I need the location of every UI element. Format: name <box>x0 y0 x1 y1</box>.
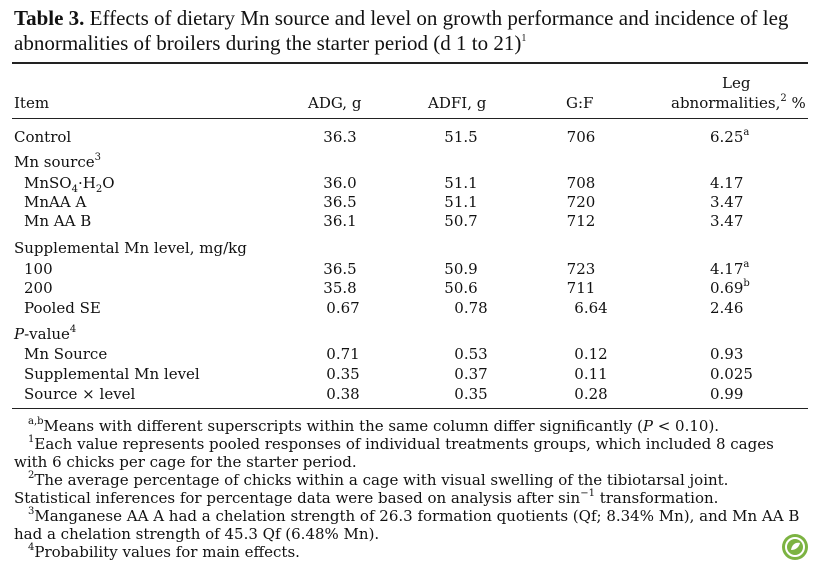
cell-adfi: 0.37 <box>454 365 488 383</box>
cell-adfi: 50.9 <box>444 260 478 278</box>
col-header-adfi: ADFI, g <box>428 94 487 112</box>
cell-adg: 0.38 <box>326 385 360 403</box>
cell-leg: 0.99 <box>710 385 744 403</box>
row-label: Mn AA B <box>24 212 92 230</box>
row-label: MnSO4·H2O <box>24 174 115 195</box>
cell-adg: 36.5 <box>323 260 357 278</box>
col-header-gf: G:F <box>566 94 594 112</box>
footnote-ab: a,bMeans with different superscripts wit… <box>28 416 720 436</box>
cell-adg: 0.71 <box>326 345 360 363</box>
cell-gf: 723 <box>566 260 596 278</box>
row-label: Supplemental Mn level <box>24 365 200 383</box>
cell-adfi: 0.78 <box>454 299 488 317</box>
row-label: Mn Source <box>24 345 108 363</box>
group-label-mn-source: Mn source3 <box>14 152 101 172</box>
cell-gf: 712 <box>566 212 596 230</box>
footnote-3: 3Manganese AA A had a chelation strength… <box>14 506 800 544</box>
cell-gf: 708 <box>566 174 596 192</box>
cell-leg: 2.46 <box>710 299 744 317</box>
row-label: Control <box>14 128 72 146</box>
cell-adg: 36.0 <box>323 174 357 192</box>
cell-leg: 4.17 <box>710 174 744 192</box>
row-label: 100 <box>24 260 53 278</box>
cell-gf: 706 <box>566 128 596 146</box>
col-header-item: Item <box>14 94 50 112</box>
header-rule <box>12 118 808 119</box>
col-header-adg: ADG, g <box>308 94 362 112</box>
cell-gf: 0.28 <box>574 385 608 403</box>
cell-leg: 3.47 <box>710 193 744 211</box>
cell-gf: 6.64 <box>574 299 608 317</box>
title-footnote-mark: 1 <box>521 33 527 44</box>
cell-adg: 35.8 <box>323 279 357 297</box>
cell-leg: 6.25a <box>710 127 750 147</box>
row-label: Source × level <box>24 385 136 403</box>
col-header-leg-line1: Leg <box>722 74 751 92</box>
cell-adg: 0.67 <box>326 299 360 317</box>
cell-leg: 3.47 <box>710 212 744 230</box>
cell-adfi: 51.1 <box>444 193 478 211</box>
cell-adg: 36.5 <box>323 193 357 211</box>
group-label-supplemental-level: Supplemental Mn level, mg/kg <box>14 239 247 257</box>
footnote-2: 2The average percentage of chicks within… <box>14 470 729 508</box>
cell-gf: 720 <box>566 193 596 211</box>
cell-leg: 4.17a <box>710 259 750 279</box>
col-header-leg-line2: abnormalities,2 % <box>671 93 806 113</box>
cell-leg: 0.025 <box>710 365 753 383</box>
table-title: Table 3. Effects of dietary Mn source an… <box>14 6 809 56</box>
cell-adg: 36.1 <box>323 212 357 230</box>
cell-gf: 711 <box>566 279 596 297</box>
cell-gf: 0.12 <box>574 345 608 363</box>
table-title-text: Effects of dietary Mn source and level o… <box>14 6 789 55</box>
table-label: Table 3. <box>14 6 85 30</box>
cell-adfi: 50.7 <box>444 212 478 230</box>
cell-adg: 0.35 <box>326 365 360 383</box>
cell-adfi: 51.5 <box>444 128 478 146</box>
row-label: Pooled SE <box>24 299 101 317</box>
cell-leg: 0.93 <box>710 345 744 363</box>
cell-adfi: 50.6 <box>444 279 478 297</box>
cell-adg: 36.3 <box>323 128 357 146</box>
row-label: 200 <box>24 279 53 297</box>
cell-adfi: 0.53 <box>454 345 488 363</box>
footnote-4: 4Probability values for main effects. <box>28 542 300 562</box>
cell-adfi: 51.1 <box>444 174 478 192</box>
row-label: MnAA A <box>24 193 87 211</box>
publisher-logo-icon <box>782 534 808 560</box>
cell-leg: 0.69b <box>710 278 750 298</box>
footnote-1: 1Each value represents pooled responses … <box>14 434 774 472</box>
bottom-rule <box>12 408 808 409</box>
top-rule <box>12 62 808 64</box>
cell-adfi: 0.35 <box>454 385 488 403</box>
cell-gf: 0.11 <box>574 365 608 383</box>
group-label-p-value: P-value4 <box>14 324 77 344</box>
